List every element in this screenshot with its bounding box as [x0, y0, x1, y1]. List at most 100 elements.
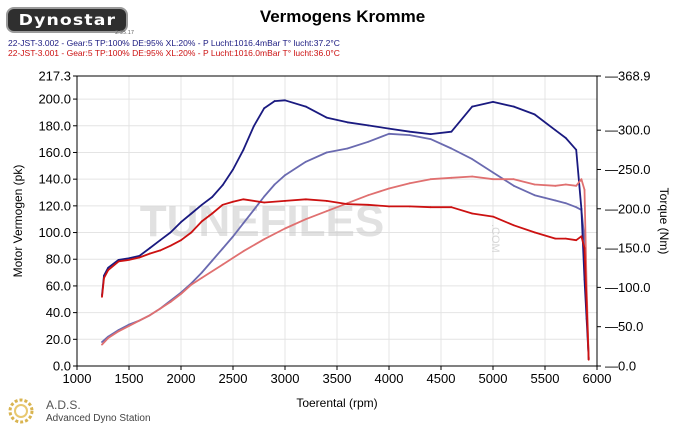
y-tick-label: 120.0	[38, 198, 71, 213]
x-tick-label: 1500	[115, 371, 144, 386]
data-point	[554, 237, 557, 240]
data-point	[367, 203, 370, 206]
y2-tick-label: —200.0	[605, 201, 651, 216]
data-point	[388, 205, 390, 208]
y2-tick-label: —0.0	[605, 359, 636, 374]
data-point	[554, 129, 557, 132]
data-point	[101, 295, 103, 298]
data-point	[232, 235, 234, 238]
data-point	[492, 100, 494, 103]
data-point	[117, 330, 120, 333]
data-point	[128, 258, 130, 261]
data-point	[304, 105, 307, 108]
y-tick-label: 0.0	[53, 359, 71, 374]
series-group	[101, 99, 590, 361]
y2-tick-label: —150.0	[605, 241, 651, 256]
data-point	[408, 182, 411, 185]
ads-subtitle: Advanced Dyno Station	[46, 413, 151, 424]
x-tick-label: 3000	[271, 371, 300, 386]
data-point	[533, 113, 536, 116]
data-point	[284, 227, 286, 230]
data-point	[388, 187, 390, 190]
ads-name: A.D.S.	[46, 398, 81, 412]
data-point	[284, 174, 286, 177]
data-point	[471, 175, 474, 178]
data-point	[128, 325, 130, 327]
data-point	[148, 247, 151, 249]
logo-text: Dynostar	[18, 11, 116, 29]
data-point	[284, 200, 286, 202]
y2-tick-label: —100.0	[605, 280, 651, 295]
data-point	[159, 307, 162, 310]
data-point	[252, 125, 255, 128]
data-point	[128, 257, 130, 260]
data-point	[408, 205, 411, 208]
data-point	[554, 199, 557, 202]
data-point	[284, 99, 286, 102]
data-point	[159, 249, 162, 252]
ads-gear-icon	[8, 398, 34, 424]
data-point	[211, 196, 214, 198]
data-point	[564, 202, 567, 205]
y-tick-label: 40.0	[46, 305, 71, 320]
data-point	[585, 302, 588, 305]
data-point	[325, 116, 328, 119]
data-point	[180, 221, 182, 224]
data-point	[346, 121, 349, 124]
data-point	[117, 258, 120, 261]
data-point	[580, 235, 583, 238]
dynostar-logo: Dynostar	[6, 7, 128, 33]
data-point	[304, 160, 307, 163]
data-point	[263, 238, 266, 241]
y-tick-label: 60.0	[46, 278, 71, 293]
data-point	[232, 168, 234, 171]
data-point	[242, 250, 245, 253]
data-point	[242, 148, 245, 151]
run-legend-2: 22-JST-3.001 - Gear:5 TP:100% DE:95% XL:…	[8, 48, 340, 58]
data-point	[575, 206, 578, 209]
data-point	[575, 184, 578, 187]
data-point	[429, 138, 432, 141]
data-point	[107, 269, 110, 271]
data-point	[273, 183, 276, 186]
data-point	[492, 171, 494, 174]
data-point	[564, 183, 567, 186]
data-point	[346, 203, 349, 205]
x-tick-label: 2000	[167, 371, 196, 386]
x-tick-label: 3500	[323, 371, 352, 386]
data-point	[408, 130, 411, 133]
data-point	[190, 283, 193, 286]
data-point	[148, 314, 151, 317]
data-point	[190, 231, 193, 234]
data-point	[408, 134, 411, 137]
data-point	[263, 107, 266, 110]
y-tick-label: 180.0	[38, 118, 71, 133]
y2-tick-label: —50.0	[605, 319, 643, 334]
data-point	[169, 231, 172, 234]
data-point	[263, 195, 266, 198]
chart-title: Vermogens Kromme	[259, 7, 426, 26]
data-point	[138, 256, 141, 259]
data-point	[117, 260, 120, 263]
y2-axis-label: Torque (Nm)	[657, 188, 671, 255]
data-point	[471, 105, 474, 108]
data-point	[273, 100, 276, 102]
data-point	[388, 132, 390, 135]
data-point	[450, 206, 453, 209]
data-point	[583, 247, 586, 249]
data-point	[101, 343, 103, 346]
x-tick-label: 1000	[63, 371, 92, 386]
data-point	[148, 252, 151, 255]
data-point	[159, 239, 162, 242]
data-point	[103, 277, 105, 279]
y-tick-label: 140.0	[38, 172, 71, 187]
data-point	[221, 203, 224, 206]
data-point	[107, 266, 110, 269]
data-point	[367, 124, 370, 127]
data-point	[575, 239, 578, 242]
x-axis-label: Toerental (rpm)	[296, 396, 377, 410]
data-point	[564, 137, 567, 139]
data-point	[450, 130, 453, 133]
data-point	[429, 206, 432, 209]
